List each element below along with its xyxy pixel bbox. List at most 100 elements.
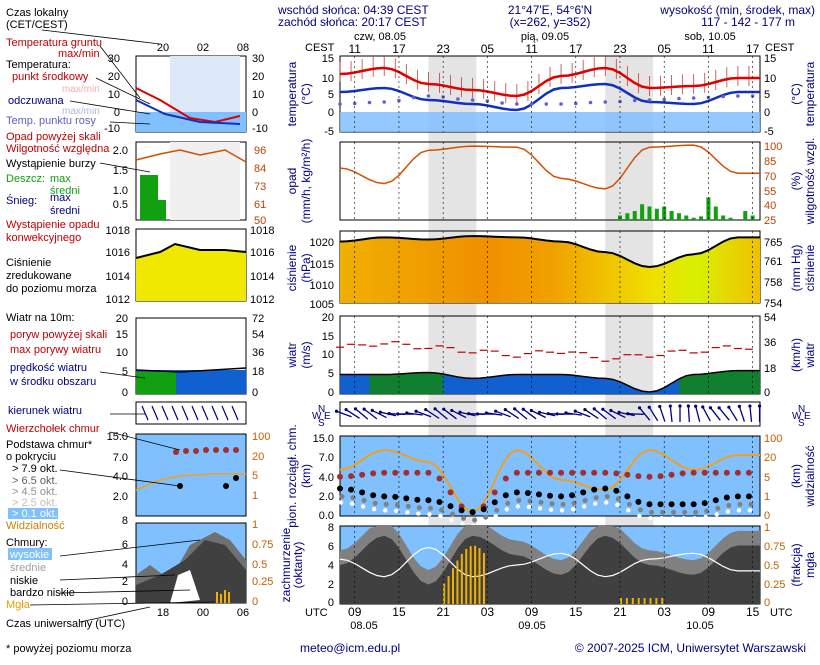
- wind-arrow-head: [442, 408, 445, 411]
- cloud-top-dot: [370, 470, 376, 476]
- wind-arrow-head: [363, 408, 366, 411]
- svg-text:4.0: 4.0: [319, 472, 334, 484]
- cloud-base-dot: [470, 509, 476, 515]
- cloud-base-dot-grey: [406, 504, 411, 509]
- svg-text:765: 765: [764, 237, 782, 249]
- cloud-base-dot-grey: [715, 506, 720, 511]
- legend-wind-fill-green: [136, 372, 176, 394]
- legend-rain-bars2: [158, 200, 166, 220]
- wind-arrow-head: [450, 409, 453, 412]
- cloud-top-dot: [635, 473, 641, 479]
- svg-text:8: 8: [122, 515, 128, 527]
- wind-arrow: [660, 406, 665, 421]
- cloud-base-dot: [436, 499, 442, 505]
- utc-label-right: UTC: [770, 607, 793, 619]
- wind-arrow-head: [396, 412, 399, 415]
- utc-hour-1: 15: [392, 605, 406, 619]
- legend-okt01: > 0.1 okt.: [12, 508, 58, 520]
- utc-date-3: 10.05: [686, 620, 714, 632]
- cloud-base-dot-white: [626, 508, 630, 512]
- dew-point-dot: [633, 99, 637, 103]
- svg-text:40: 40: [764, 200, 776, 212]
- cloud-base-dot: [392, 494, 398, 500]
- legend-rain-max: max: [50, 173, 71, 185]
- svg-text:0: 0: [122, 596, 128, 608]
- svg-text:1018: 1018: [106, 225, 130, 237]
- footer-email[interactable]: meteo@icm.edu.pl: [300, 641, 400, 655]
- utc-hour-8: 09: [702, 605, 716, 619]
- svg-text:10: 10: [322, 73, 334, 85]
- wind-arrow-head: [574, 410, 577, 413]
- cloud-top-dot: [558, 470, 564, 476]
- utc-hour-3: 03: [481, 605, 495, 619]
- svg-text:61: 61: [254, 199, 266, 211]
- legend-pressure1: Ciśnienie: [6, 257, 51, 269]
- cloud-base-dot: [591, 487, 597, 493]
- utc-hour-4: 09: [525, 605, 539, 619]
- dew-point-dot: [456, 97, 460, 101]
- precip-ylabel2: (mm/h, kg/m²/h): [299, 139, 313, 224]
- svg-text:20: 20: [108, 71, 120, 83]
- svg-text:0.5: 0.5: [113, 199, 128, 211]
- svg-text:1012: 1012: [106, 294, 130, 306]
- cloud-base-dot: [558, 493, 564, 499]
- svg-text:2.0: 2.0: [113, 145, 128, 157]
- wind-arrow: [710, 408, 720, 421]
- clouds-ylabel2: (oktanty): [291, 542, 305, 589]
- cloud-top-dot: [646, 474, 652, 480]
- cloud-base-dot: [381, 493, 387, 499]
- footer-copyright: © 2007-2025 ICM, Uniwersytet Warszawski: [575, 641, 806, 655]
- humidity-line: [340, 145, 760, 189]
- cloud-base-dot: [481, 506, 487, 512]
- svg-text:18: 18: [252, 366, 264, 378]
- legend-humidity: Wilgotność względna: [6, 143, 110, 155]
- fog-bar: [452, 568, 454, 604]
- cloud-base-dot-grey: [340, 494, 345, 499]
- fog-bar: [470, 546, 472, 604]
- cloud-top-dot: [359, 472, 365, 478]
- fog-ylabel: (frakcja): [789, 543, 803, 586]
- svg-text:754: 754: [764, 298, 782, 310]
- cloud-base-dot: [613, 488, 619, 494]
- cloud-base-dot-white: [593, 501, 597, 505]
- svg-text:4: 4: [328, 560, 334, 572]
- visibility-ylabel2: widzialność: [803, 445, 817, 507]
- svg-text:15.0: 15.0: [313, 433, 334, 445]
- legend-visibility: Widzialność: [6, 520, 65, 532]
- svg-text:7.0: 7.0: [319, 452, 334, 464]
- wind-arrow-head: [687, 404, 690, 407]
- svg-text:72: 72: [252, 313, 264, 325]
- svg-text:-10: -10: [104, 123, 120, 135]
- cloud-base-dot-white: [350, 501, 354, 505]
- cloud-base-dot: [503, 492, 509, 498]
- cloud-top-dot: [492, 489, 498, 495]
- temp-ylabel-right2: temperatura: [803, 61, 817, 126]
- cloud-base-dot-grey: [538, 500, 543, 505]
- dew-point-dot: [692, 96, 696, 100]
- dew-point-dot: [412, 96, 416, 100]
- svg-text:1015: 1015: [310, 259, 334, 271]
- cloud-base-dot-white: [416, 512, 420, 516]
- cloud-base-dot-white: [482, 521, 486, 525]
- svg-text:S: S: [318, 418, 325, 429]
- dew-point-dot: [559, 102, 563, 106]
- cloud-base-dot-grey: [682, 510, 687, 515]
- dew-point-dot: [648, 98, 652, 102]
- legend-utc-time: Czas uniwersalny (UTC): [6, 618, 125, 630]
- night-bands: [428, 56, 653, 604]
- cloud-base-dot-white: [438, 514, 442, 518]
- cloud-base-dot-white: [427, 512, 431, 516]
- legend-high: wysokie: [9, 549, 49, 561]
- svg-text:70: 70: [764, 171, 776, 183]
- svg-text:1: 1: [764, 491, 770, 503]
- svg-text:1014: 1014: [250, 271, 274, 283]
- cloud-base-dot-grey: [494, 508, 499, 513]
- cloud-base-dot-white: [560, 508, 564, 512]
- svg-text:-10: -10: [252, 123, 268, 135]
- cloud-base-dot-white: [726, 509, 730, 513]
- fog-bar: [655, 598, 657, 604]
- wind-arrow-head: [538, 411, 541, 414]
- cloud-top-dot: [403, 470, 409, 476]
- wind-arrow: [688, 406, 689, 422]
